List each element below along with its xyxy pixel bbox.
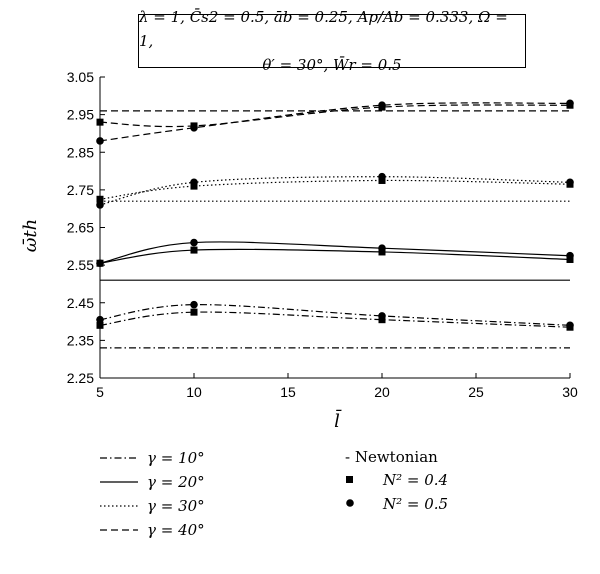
n04-marker bbox=[96, 321, 104, 329]
n04-marker bbox=[190, 308, 198, 316]
parameter-line-2: θ′ = 30°, W̄r = 0.5 bbox=[262, 56, 402, 74]
n05-marker bbox=[566, 251, 574, 260]
n05-marker bbox=[566, 99, 574, 108]
n04-curve-0 bbox=[99, 311, 571, 328]
n05-marker bbox=[378, 101, 386, 110]
n05-curve-2 bbox=[99, 176, 571, 206]
legend-newtonian: - Newtonian bbox=[345, 448, 438, 466]
n05-marker bbox=[566, 321, 574, 330]
n04-curve-2 bbox=[99, 179, 571, 200]
n04-marker bbox=[190, 246, 198, 254]
parameter-line-1: λ = 1, C̄s2 = 0.5, āb = 0.25, Ap/Ab = 0.… bbox=[139, 8, 508, 50]
n05-marker bbox=[190, 300, 198, 309]
legend-label: γ = 10° bbox=[147, 449, 205, 467]
y-tick-label: 2.85 bbox=[67, 144, 94, 160]
x-tick-label: 25 bbox=[468, 384, 484, 400]
n05-marker bbox=[190, 178, 198, 187]
n05-marker bbox=[96, 259, 104, 268]
x-tick-label: 20 bbox=[374, 384, 390, 400]
y-tick-label: 3.05 bbox=[67, 69, 94, 85]
y-tick-label: 2.95 bbox=[67, 107, 94, 123]
n05-marker bbox=[96, 315, 104, 324]
n05-marker bbox=[96, 137, 104, 145]
y-axis-label: ω̄th bbox=[20, 219, 41, 253]
legend-square-marker bbox=[346, 476, 353, 483]
n04-curve-1 bbox=[99, 248, 571, 264]
n04-marker bbox=[96, 195, 104, 203]
n05-curve-1 bbox=[99, 241, 571, 264]
y-tick-label: 2.25 bbox=[67, 370, 94, 386]
x-tick-label: 10 bbox=[186, 384, 202, 400]
n05-curve-3 bbox=[99, 102, 571, 142]
n04-curve-3 bbox=[99, 104, 571, 128]
x-tick-label: 30 bbox=[562, 384, 578, 400]
y-tick-label: 2.35 bbox=[67, 332, 94, 348]
n05-marker bbox=[378, 244, 386, 252]
x-tick-label: 15 bbox=[280, 384, 296, 400]
y-tick-label: 2.45 bbox=[67, 295, 94, 311]
legend-label: γ = 30° bbox=[147, 497, 205, 515]
n05-marker bbox=[190, 238, 198, 247]
y-tick-label: 2.65 bbox=[67, 220, 94, 236]
legend-n04: N² = 0.4 bbox=[382, 471, 448, 489]
legend-label: γ = 40° bbox=[147, 521, 205, 539]
n05-marker bbox=[378, 312, 386, 320]
x-axis-label: l̄ bbox=[334, 408, 342, 432]
legend-circle-marker bbox=[346, 499, 354, 507]
y-tick-label: 2.75 bbox=[67, 182, 94, 198]
x-tick-label: 5 bbox=[96, 384, 104, 400]
n05-marker bbox=[190, 123, 198, 132]
legend-label: γ = 20° bbox=[147, 473, 205, 491]
n05-curve-0 bbox=[99, 304, 571, 326]
n04-marker bbox=[96, 118, 104, 126]
parameter-box: λ = 1, C̄s2 = 0.5, āb = 0.25, Ap/Ab = 0.… bbox=[138, 8, 526, 74]
y-tick-label: 2.55 bbox=[67, 257, 94, 273]
n05-marker bbox=[378, 172, 386, 181]
n05-marker bbox=[96, 201, 104, 209]
legend-n05: N² = 0.5 bbox=[382, 495, 448, 513]
n05-marker bbox=[566, 178, 574, 187]
